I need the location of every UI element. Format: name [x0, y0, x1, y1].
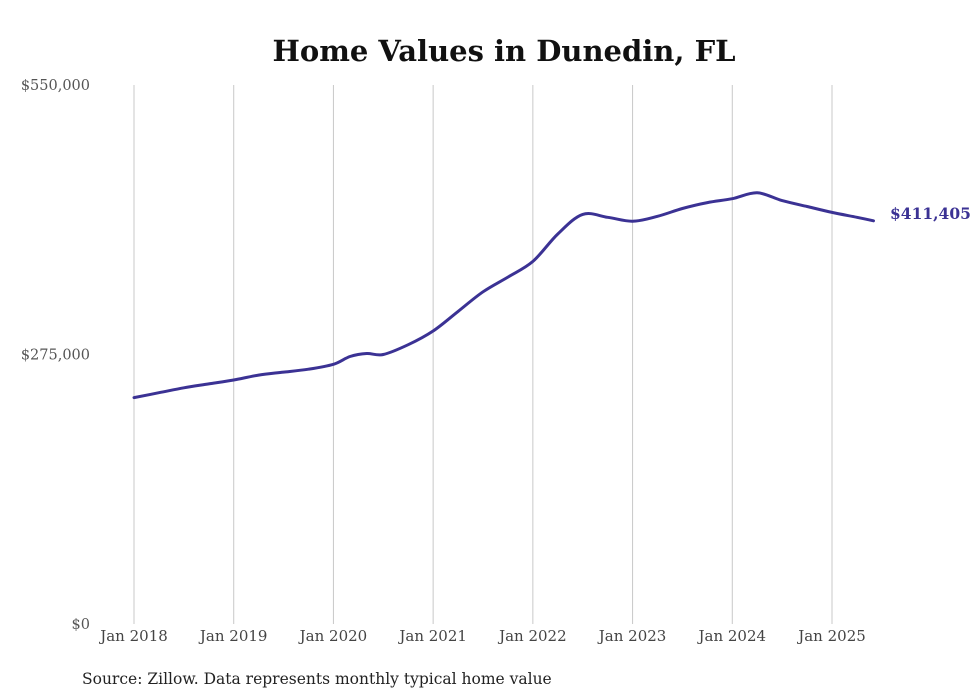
grid-lines [133, 85, 833, 624]
series-layer [132, 191, 875, 400]
x-tick-label: Jan 2022 [497, 627, 567, 645]
x-tick-label: Jan 2018 [98, 627, 168, 645]
x-tick-label: Jan 2023 [597, 627, 667, 645]
x-tick-label: Jan 2019 [198, 627, 268, 645]
x-tick-label: Jan 2025 [796, 627, 866, 645]
x-tick-label: Jan 2024 [697, 627, 767, 645]
y-axis-ticks: $0 $275,000 $550,000 [21, 78, 90, 633]
chart-title: Home Values in Dunedin, FL [272, 34, 735, 68]
y-tick-label: $0 [72, 617, 90, 633]
source-note: Source: Zillow. Data represents monthly … [82, 670, 552, 688]
x-axis-ticks: Jan 2018 Jan 2019 Jan 2020 Jan 2021 Jan 2022… [98, 627, 866, 645]
y-tick-label: $275,000 [21, 348, 90, 364]
y-tick-label: $550,000 [21, 78, 90, 94]
x-tick-label: Jan 2020 [298, 627, 368, 645]
series-line [132, 191, 875, 400]
end-value-label: $411,405 [890, 204, 971, 223]
x-tick-label: Jan 2021 [397, 627, 467, 645]
